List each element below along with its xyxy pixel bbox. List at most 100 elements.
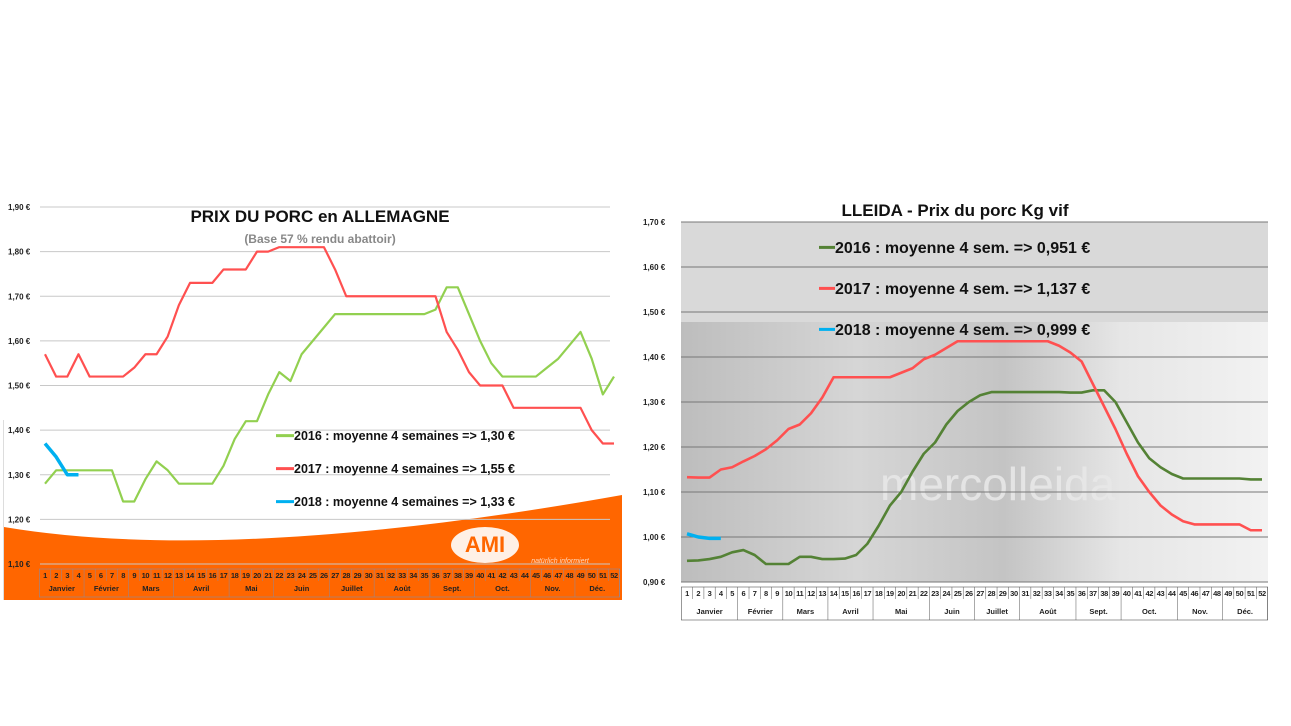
x-tick-label: 36: [1078, 589, 1086, 598]
y-tick-label: 1,50 €: [8, 382, 31, 391]
x-tick-label: 10: [785, 589, 793, 598]
y-tick-label: 1,10 €: [8, 560, 31, 569]
x-tick-label: 9: [775, 589, 779, 598]
legend-entry: 2017 : moyenne 4 sem. => 1,137 €: [835, 281, 1090, 298]
legend-entry: 2018 : moyenne 4 sem. => 0,999 €: [835, 322, 1090, 339]
x-tick-label: 51: [1247, 589, 1255, 598]
x-tick-label: 48: [1213, 589, 1221, 598]
x-tick-label: 3: [708, 589, 712, 598]
x-tick-label: 30: [1010, 589, 1018, 598]
x-tick-label: 51: [599, 571, 607, 580]
x-tick-label: 50: [588, 571, 596, 580]
y-tick-label: 0,90 €: [643, 578, 666, 587]
x-tick-label: 32: [1033, 589, 1041, 598]
x-tick-label: 29: [354, 571, 362, 580]
x-tick-label: 18: [875, 589, 883, 598]
x-tick-label: 23: [287, 571, 295, 580]
x-tick-label: 43: [1157, 589, 1165, 598]
month-label: Nov.: [545, 584, 561, 593]
x-tick-label: 39: [1112, 589, 1120, 598]
x-tick-label: 31: [376, 571, 384, 580]
ami-logo-tagline: natürlich informiert: [531, 558, 590, 565]
watermark: mercolleida: [880, 458, 1116, 510]
x-tick-label: 17: [220, 571, 228, 580]
x-tick-label: 6: [741, 589, 745, 598]
x-tick-label: 8: [764, 589, 768, 598]
y-tick-label: 1,80 €: [8, 248, 31, 257]
month-label: Déc.: [1237, 607, 1253, 616]
frame-edge: [3, 420, 4, 600]
chart-title: LLEIDA - Prix du porc Kg vif: [842, 201, 1069, 220]
x-tick-label: 35: [421, 571, 429, 580]
month-label: Sept.: [443, 584, 461, 593]
y-tick-label: 1,20 €: [643, 443, 666, 452]
y-tick-label: 1,70 €: [643, 218, 666, 227]
month-label: Août: [1039, 607, 1057, 616]
series-line-2016: [686, 388, 1262, 566]
ami-logo: AMI natürlich informiert: [451, 527, 590, 565]
x-tick-label: 52: [610, 571, 618, 580]
x-tick-label: 15: [197, 571, 205, 580]
legend-entry: 2016 : moyenne 4 sem. => 0,951 €: [835, 240, 1090, 257]
month-label: Mars: [142, 584, 160, 593]
x-tick-label: 19: [242, 571, 250, 580]
x-tick-label: 10: [142, 571, 150, 580]
orange-wave-background: [4, 495, 622, 600]
x-tick-label: 27: [976, 589, 984, 598]
series-line-2017: [44, 246, 614, 445]
x-tick-label: 26: [965, 589, 973, 598]
series-line-2018: [686, 532, 721, 541]
germany-chart: PRIX DU PORC en ALLEMAGNE (Base 57 % ren…: [3, 203, 622, 600]
month-label: Juin: [294, 584, 310, 593]
x-tick-label: 8: [121, 571, 125, 580]
y-tick-label: 1,30 €: [8, 471, 31, 480]
x-tick-label: 44: [521, 571, 530, 580]
x-tick-label: 12: [807, 589, 815, 598]
y-tick-label: 1,00 €: [643, 533, 666, 542]
y-tick-label: 1,50 €: [643, 308, 666, 317]
x-tick-label: 36: [432, 571, 440, 580]
x-tick-label: 49: [577, 571, 585, 580]
x-tick-label: 4: [77, 571, 82, 580]
x-tick-label: 17: [864, 589, 872, 598]
y-tick-label: 1,20 €: [8, 515, 31, 524]
x-tick-label: 7: [110, 571, 114, 580]
month-label: Juillet: [341, 584, 363, 593]
x-tick-label: 7: [753, 589, 757, 598]
x-tick-label: 20: [253, 571, 261, 580]
series-line-2018: [43, 442, 79, 477]
x-tick-label: 2: [696, 589, 700, 598]
x-tick-label: 42: [1145, 589, 1153, 598]
x-tick-label: 16: [209, 571, 217, 580]
chart-title: PRIX DU PORC en ALLEMAGNE: [190, 207, 449, 226]
month-label: Avril: [193, 584, 209, 593]
x-tick-label: 39: [465, 571, 473, 580]
x-tick-label: 28: [342, 571, 350, 580]
x-tick-label: 33: [398, 571, 406, 580]
x-tick-label: 35: [1067, 589, 1075, 598]
x-tick-label: 11: [153, 571, 160, 580]
x-tick-label: 25: [309, 571, 317, 580]
month-label: Juillet: [986, 607, 1008, 616]
month-label: Juin: [944, 607, 960, 616]
x-tick-label: 34: [409, 571, 418, 580]
month-label: Nov.: [1192, 607, 1208, 616]
month-label: Janvier: [696, 607, 722, 616]
legend-entry: 2017 : moyenne 4 semaines => 1,55 €: [294, 462, 515, 476]
x-tick-label: 1: [43, 571, 47, 580]
x-tick-label: 22: [276, 571, 284, 580]
month-label: Mai: [245, 584, 258, 593]
x-tick-label: 18: [231, 571, 239, 580]
x-tick-label: 27: [331, 571, 339, 580]
x-tick-label: 2: [54, 571, 58, 580]
x-tick-label: 26: [320, 571, 328, 580]
x-tick-label: 30: [365, 571, 373, 580]
x-tick-label: 47: [554, 571, 562, 580]
chart-subtitle: (Base 57 % rendu abattoir): [244, 232, 395, 246]
y-tick-label: 1,40 €: [8, 426, 31, 435]
x-tick-label: 15: [841, 589, 849, 598]
x-tick-label: 37: [1089, 589, 1097, 598]
x-tick-label: 52: [1258, 589, 1266, 598]
x-tick-label: 38: [1100, 589, 1108, 598]
